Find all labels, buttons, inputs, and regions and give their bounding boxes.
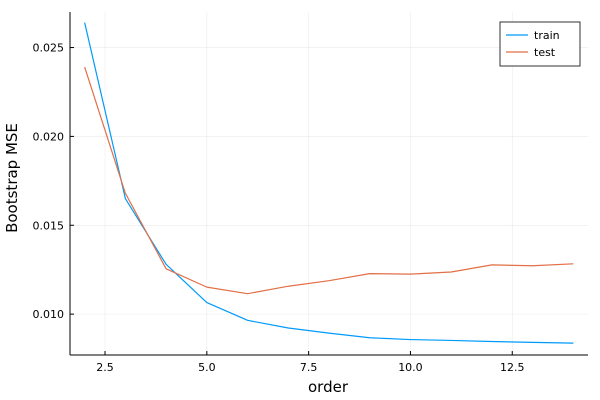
x-tick-label: 10.0 [398, 361, 423, 374]
legend: train test [499, 21, 581, 67]
legend-label-train: train [534, 29, 560, 42]
legend-label-test: test [534, 46, 556, 59]
x-tick-label: 2.5 [96, 361, 114, 374]
y-tick-label: 0.015 [33, 219, 65, 232]
axes: 2.5 5.0 7.5 10.0 12.5 0.010 0.015 0.020 0.025 [33, 12, 588, 374]
series-lines [84, 22, 574, 344]
x-axis-label: order [308, 378, 349, 396]
series-line-train [84, 22, 574, 344]
y-axis-label: Bootstrap MSE [3, 123, 21, 233]
y-tick-label: 0.010 [33, 308, 65, 321]
x-tick-label: 5.0 [198, 361, 216, 374]
x-tick-label: 7.5 [300, 361, 318, 374]
y-tick-label: 0.020 [33, 130, 65, 143]
x-tick-label: 12.5 [500, 361, 525, 374]
legend-box [499, 21, 581, 67]
series-line-test [84, 66, 574, 295]
y-tick-label: 0.025 [33, 42, 65, 55]
